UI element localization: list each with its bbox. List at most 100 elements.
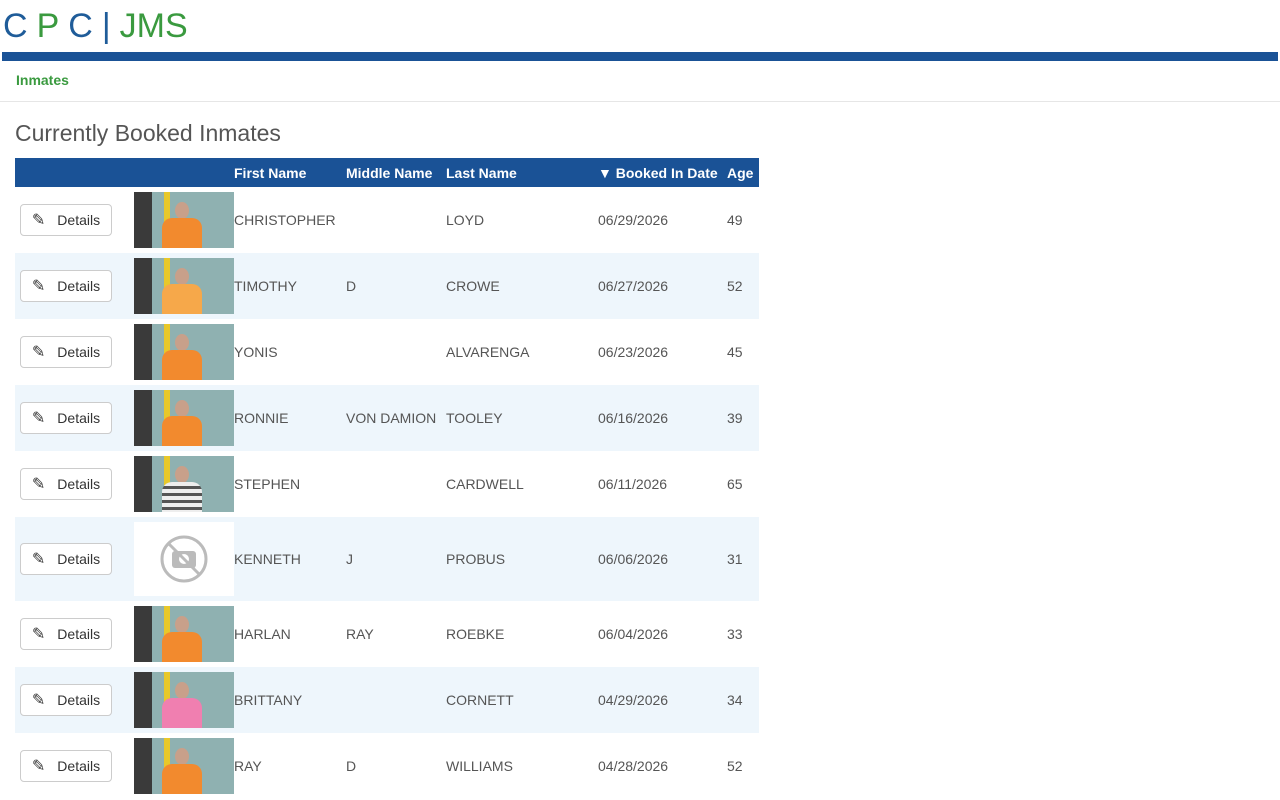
photo-cell [124, 451, 234, 517]
table-row: ✎ Details YONIS ALVARENGA 06/23/2026 45 [15, 319, 759, 385]
logo-text: JMS [119, 7, 188, 45]
cell-booked-date: 04/28/2026 [598, 758, 669, 774]
inmate-photo[interactable] [134, 456, 234, 512]
details-button[interactable]: ✎ Details [20, 336, 112, 368]
column-header[interactable]: Age [727, 158, 759, 187]
edit-icon: ✎ [31, 626, 46, 643]
cell-first-name: TIMOTHY [234, 253, 346, 319]
action-cell: ✎ Details [15, 451, 124, 517]
button-label: Details [57, 278, 101, 294]
cell-age: 39 [727, 385, 759, 451]
logo-letter: P [36, 7, 60, 45]
photo-body [162, 482, 202, 512]
cell-booked-date: 06/04/2026 [598, 626, 669, 642]
column-header[interactable]: ▼ Booked In Date [598, 158, 727, 187]
cell-age: 52 [727, 758, 743, 774]
cell-last-name: ROEBKE [446, 626, 505, 642]
cell-last-name: CARDWELL [446, 476, 524, 492]
table-row: ✎ Details HARLAN RAY ROEBKE 06/04/2026 33 [15, 601, 759, 667]
column-header[interactable]: Last Name [446, 158, 598, 187]
cell-middle-name: D [346, 758, 357, 774]
cell-booked-date: 06/16/2026 [598, 385, 727, 451]
action-cell: ✎ Details [15, 253, 124, 319]
column-header[interactable]: First Name [234, 158, 346, 187]
photo-body [162, 350, 202, 380]
inmate-photo[interactable] [134, 324, 234, 380]
table-body: ✎ Details CHRISTOPHER LOYD 06/29/2026 49 ✎ Deta… [15, 187, 759, 799]
photo-stripe [164, 390, 170, 420]
inmate-photo[interactable] [134, 522, 234, 596]
cell-middle-name [346, 319, 446, 385]
header-row: First Name Middle Name Last Name ▼ Booke… [15, 158, 759, 187]
edit-icon: ✎ [31, 476, 46, 493]
action-cell: ✎ Details [15, 667, 124, 733]
photo-head [175, 682, 189, 699]
details-button[interactable]: ✎ Details [20, 270, 112, 302]
cell-middle-name [346, 451, 446, 517]
edit-icon: ✎ [31, 758, 46, 775]
table-row: ✎ Details RONNIE VON DAMION TOOLEY 06/16/2026… [15, 385, 759, 451]
cell-first-name: STEPHEN [234, 476, 301, 492]
photo-cell [124, 733, 234, 799]
button-label: Details [57, 758, 101, 774]
edit-icon: ✎ [31, 410, 46, 427]
cell-last-name: ALVARENGA [446, 344, 530, 360]
photo-body [162, 416, 202, 446]
logo-letter: C [68, 7, 93, 45]
header-cell [124, 158, 234, 187]
cell-middle-name: RAY [346, 626, 374, 642]
inmates-table: First Name Middle Name Last Name ▼ Booke… [15, 158, 759, 799]
cell-booked-date: 06/11/2026 [598, 476, 668, 492]
photo-cell [124, 319, 234, 385]
photo-stripe [164, 456, 170, 486]
table-row: ✎ Details STEPHEN CARDWELL 06/11/2026 65 [15, 451, 759, 517]
details-button[interactable]: ✎ Details [20, 618, 112, 650]
divider [0, 101, 1280, 102]
photo-stripe [164, 192, 170, 222]
action-cell: ✎ Details [15, 385, 124, 451]
details-button[interactable]: ✎ Details [20, 684, 112, 716]
cell-booked-date: 06/23/2026 [598, 344, 669, 360]
inmate-photo[interactable] [134, 606, 234, 662]
photo-cell [124, 385, 234, 451]
photo-cell [124, 601, 234, 667]
column-label: Booked In Date [615, 164, 718, 181]
button-label: Details [57, 476, 101, 492]
inmate-photo[interactable] [134, 672, 234, 728]
nav-link[interactable]: Inmates [16, 72, 69, 88]
inmate-photo[interactable] [134, 258, 234, 314]
inmate-photo[interactable] [134, 738, 234, 794]
inmate-photo[interactable] [134, 390, 234, 446]
cell-age: 49 [727, 212, 743, 228]
photo-head [175, 748, 189, 765]
details-button[interactable]: ✎ Details [20, 543, 112, 575]
photo-body [162, 632, 202, 662]
cell-last-name: CORNETT [446, 667, 598, 733]
edit-icon: ✎ [31, 344, 46, 361]
action-cell: ✎ Details [15, 319, 124, 385]
edit-icon: ✎ [31, 212, 46, 229]
cell-age: 45 [727, 344, 743, 360]
logo[interactable]: C P C | JMS [3, 6, 197, 46]
column-header[interactable]: Middle Name [346, 158, 446, 187]
cell-last-name: LOYD [446, 212, 485, 228]
cell-booked-date: 06/29/2026 [598, 212, 669, 228]
no-photo-icon [160, 535, 208, 583]
cell-first-name: RAY [234, 758, 262, 774]
inmate-photo[interactable] [134, 192, 234, 248]
photo-stripe [164, 606, 170, 636]
cell-first-name: KENNETH [234, 517, 346, 601]
photo-body [162, 764, 202, 794]
details-button[interactable]: ✎ Details [20, 468, 112, 500]
details-button[interactable]: ✎ Details [20, 204, 112, 236]
button-label: Details [57, 410, 101, 426]
cell-middle-name [346, 667, 446, 733]
details-button[interactable]: ✎ Details [20, 402, 112, 434]
edit-icon: ✎ [31, 551, 46, 568]
action-cell: ✎ Details [15, 601, 124, 667]
header-cell [15, 158, 124, 187]
details-button[interactable]: ✎ Details [20, 750, 112, 782]
action-cell: ✎ Details [15, 517, 124, 601]
cell-booked-date: 04/29/2026 [598, 667, 727, 733]
